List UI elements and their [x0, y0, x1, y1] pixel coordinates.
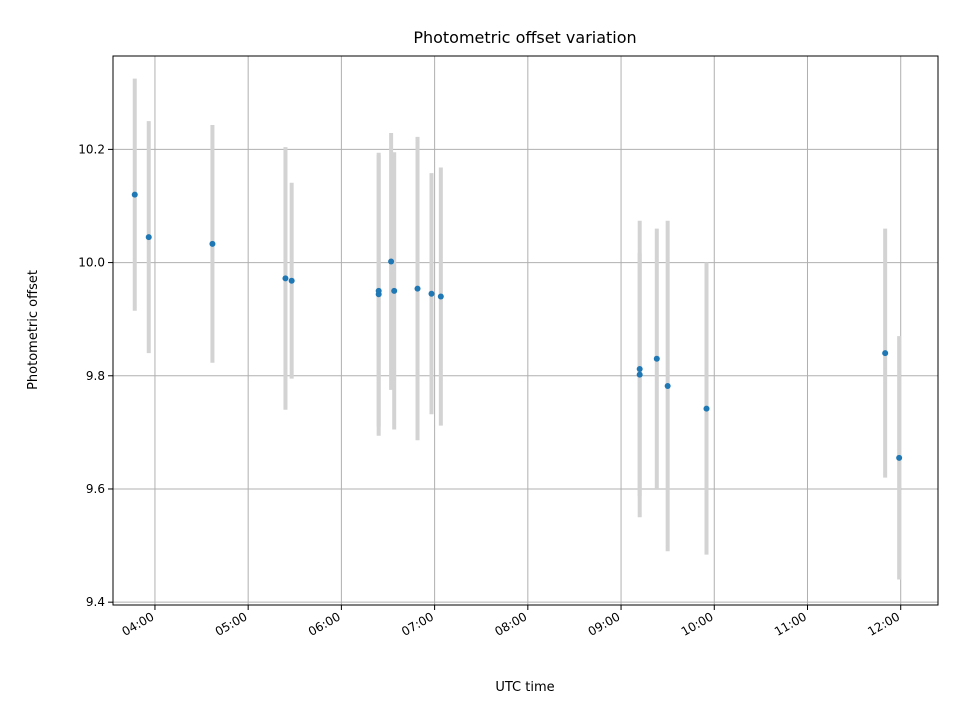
- data-point: [388, 258, 395, 265]
- y-tick-label: 9.8: [86, 369, 105, 383]
- data-point: [282, 275, 289, 282]
- y-tick-label: 9.4: [86, 595, 105, 609]
- data-point: [209, 240, 216, 247]
- plot-frame: [112, 55, 939, 606]
- data-point: [653, 355, 660, 362]
- y-axis-ticks: 9.4 9.6 9.8 10.0 10.2: [78, 142, 113, 609]
- data-points: [131, 191, 903, 461]
- data-point: [414, 285, 421, 292]
- data-point: [882, 350, 889, 357]
- y-axis-label: Photometric offset: [26, 270, 41, 390]
- y-tick-label: 10.0: [78, 256, 105, 270]
- data-point: [131, 191, 138, 198]
- chart-title: Photometric offset variation: [413, 28, 636, 47]
- x-axis-label: UTC time: [495, 680, 554, 695]
- data-point: [391, 287, 398, 294]
- y-tick-label: 9.6: [86, 482, 105, 496]
- data-point: [896, 454, 903, 461]
- data-point: [288, 277, 295, 284]
- data-point: [375, 287, 382, 294]
- data-point: [664, 382, 671, 389]
- data-point: [428, 290, 435, 297]
- data-point: [703, 405, 710, 412]
- data-point: [636, 371, 643, 378]
- y-tick-label: 10.2: [78, 142, 105, 156]
- data-point: [437, 293, 444, 300]
- data-point: [145, 234, 152, 241]
- data-point: [636, 365, 643, 372]
- plot-area: [113, 56, 938, 605]
- grid: [113, 56, 938, 605]
